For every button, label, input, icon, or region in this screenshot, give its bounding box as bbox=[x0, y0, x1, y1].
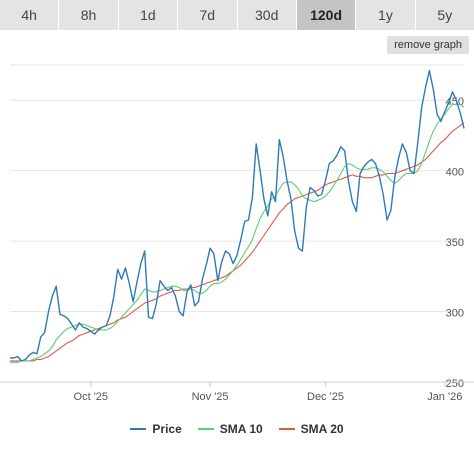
legend-label-sma20: SMA 20 bbox=[300, 422, 344, 436]
x-tick-label: Jan '26 bbox=[427, 391, 462, 403]
tab-30d[interactable]: 30d bbox=[237, 0, 297, 30]
legend-swatch-sma20 bbox=[278, 428, 295, 430]
x-tick-label: Nov '25 bbox=[192, 391, 229, 403]
x-tick-label: Dec '25 bbox=[307, 391, 344, 403]
legend: Price SMA 10 SMA 20 bbox=[0, 421, 474, 437]
tab-4h[interactable]: 4h bbox=[0, 0, 60, 30]
y-tick-label: 400 bbox=[446, 167, 464, 179]
legend-label-price: Price bbox=[152, 422, 182, 436]
x-tick-label: Oct '25 bbox=[74, 391, 109, 403]
series-line-sma20 bbox=[10, 122, 465, 362]
legend-label-sma10: SMA 10 bbox=[219, 422, 263, 436]
tab-1d[interactable]: 1d bbox=[118, 0, 179, 30]
gridlines bbox=[10, 64, 464, 383]
y-tick-label: 350 bbox=[446, 237, 464, 249]
legend-item-sma10[interactable]: SMA 10 bbox=[197, 422, 263, 436]
timeframe-tabs: 4h 8h 1d 7d 30d 120d 1y 5y bbox=[0, 0, 474, 30]
legend-swatch-sma10 bbox=[197, 428, 214, 430]
series-line-sma10 bbox=[10, 103, 465, 363]
remove-graph-button[interactable]: remove graph bbox=[387, 36, 469, 54]
tab-5y[interactable]: 5y bbox=[415, 0, 474, 30]
legend-swatch-price bbox=[130, 428, 147, 430]
y-tick-label: 300 bbox=[446, 308, 464, 320]
tab-1y[interactable]: 1y bbox=[356, 0, 416, 30]
legend-item-price[interactable]: Price bbox=[130, 422, 182, 436]
tab-120d[interactable]: 120d bbox=[296, 0, 357, 30]
tab-7d[interactable]: 7d bbox=[178, 0, 238, 30]
legend-item-sma20[interactable]: SMA 20 bbox=[278, 422, 344, 436]
series-lines bbox=[10, 69, 465, 363]
series-line-price bbox=[10, 69, 465, 362]
y-tick-label: 250 bbox=[446, 378, 464, 390]
tab-8h[interactable]: 8h bbox=[59, 0, 119, 30]
